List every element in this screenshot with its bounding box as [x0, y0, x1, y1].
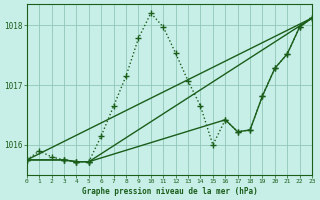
X-axis label: Graphe pression niveau de la mer (hPa): Graphe pression niveau de la mer (hPa) — [82, 187, 257, 196]
